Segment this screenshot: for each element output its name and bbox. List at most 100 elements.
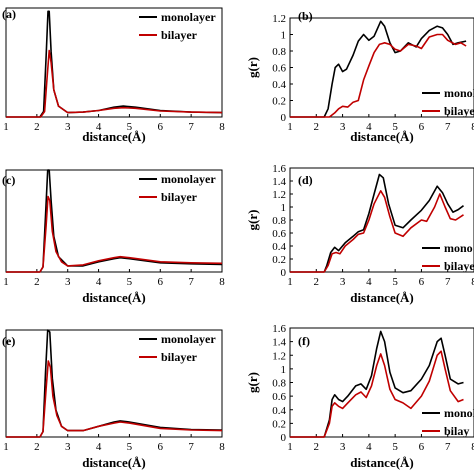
panel-label: (c): [2, 173, 15, 187]
x-tick-label: 2: [34, 121, 40, 133]
x-tick-label: 7: [188, 276, 194, 288]
x-tick-label: 7: [445, 441, 451, 453]
x-tick-label: 6: [158, 121, 164, 133]
x-tick-label: 3: [340, 276, 346, 288]
y-tick-label: 0.2: [272, 96, 286, 108]
legend-label-monolayer: monola: [444, 86, 474, 100]
y-axis-title: g(r): [245, 210, 260, 231]
y-tick-label: 1.6: [272, 163, 286, 175]
legend-label-monolayer: monolayer: [161, 332, 216, 346]
x-tick-label: 5: [392, 276, 398, 288]
x-axis-title: distance(Å): [82, 290, 146, 305]
y-tick-label: 0.8: [272, 215, 286, 227]
y-axis-title: g(r): [245, 372, 260, 393]
panel-e: 1 2 3 4 5 6 7 8 distance(Å) (e) monolayer bilayer: [2, 329, 225, 470]
legend-label-bilayer: bilayer: [444, 104, 474, 118]
x-tick-label: 1: [3, 276, 9, 288]
x-tick-label: 5: [127, 121, 133, 133]
x-tick-label: 2: [314, 276, 320, 288]
y-axis-title: g(r): [245, 57, 260, 78]
legend-label-monolayer: mono: [444, 241, 473, 255]
panel-c: 1 2 3 4 5 6 7 8 distance(Å) (c) monolayer bilayer: [2, 169, 225, 305]
x-tick-label: 4: [366, 441, 372, 453]
legend: monolayer bilayer: [139, 172, 216, 204]
y-tick-label: 1: [281, 202, 287, 214]
legend-label-bilayer: bilayer: [161, 28, 198, 42]
series-line-bilayer: [6, 49, 223, 118]
y-tick-label: 1.4: [272, 176, 286, 188]
x-tick-label: 4: [96, 121, 102, 133]
legend: monolayer bilayer: [139, 332, 216, 364]
panel-a: 1 2 3 4 5 6 7 8 distance(Å) (a) monolayer bilayer: [2, 7, 225, 144]
x-tick-label: 5: [127, 276, 133, 288]
x-tick-label: 1: [3, 121, 9, 133]
x-tick-label: 3: [65, 121, 71, 133]
legend-label-bilayer: bilaye: [444, 259, 474, 273]
x-axis-title: distance(Å): [82, 129, 146, 144]
x-tick-label: 6: [419, 121, 425, 133]
panel-label: (a): [2, 7, 16, 21]
series-line-monolayer: [6, 169, 223, 273]
x-tick-label: 1: [287, 276, 293, 288]
legend-label-monolayer: monolayer: [161, 10, 216, 24]
plot-frame: [289, 167, 474, 273]
series-line-bilayer: [6, 195, 223, 273]
x-tick-label: 3: [65, 441, 71, 453]
legend: monola bilayer: [422, 86, 474, 118]
panel-f: 1 2 3 4 5 6 7 8 0 0.20.4 0.60.8 1 1.21.4 1.6 g(r) dista…: [245, 323, 474, 470]
x-tick-label: 2: [314, 121, 320, 133]
y-tick-label: 1.2: [272, 350, 286, 362]
x-tick-label: 1: [3, 441, 9, 453]
y-tick-label: 1.2: [272, 189, 286, 201]
x-tick-label: 4: [96, 441, 102, 453]
y-tick-label: 0: [281, 112, 287, 124]
x-tick-label: 4: [366, 276, 372, 288]
x-tick-label: 1: [287, 121, 293, 133]
plot-frame: [5, 329, 223, 438]
series-line-monolayer: [290, 330, 464, 438]
x-axis-title: distance(Å): [350, 129, 414, 144]
panel-label: (d): [298, 173, 313, 187]
plot-frame: [289, 327, 474, 438]
x-tick-label: 8: [471, 276, 474, 288]
x-tick-label: 5: [392, 121, 398, 133]
x-tick-label: 7: [188, 441, 194, 453]
y-tick-label: 0.6: [272, 228, 286, 240]
x-tick-label: 2: [34, 441, 40, 453]
y-tick-label: 1: [281, 364, 287, 376]
x-tick-label: 1: [287, 441, 293, 453]
x-tick-label: 8: [471, 441, 474, 453]
y-tick-label: 0.4: [272, 405, 286, 417]
panel-b: 1 2 3 4 5 6 7 8 0 0.2 0.4 0.6 0.8 1 1.2 g(r) distance(Å)…: [245, 9, 474, 144]
legend-label-bilayer: bilayer: [161, 190, 198, 204]
y-tick-label: 0.4: [272, 79, 286, 91]
x-tick-label: 8: [471, 121, 474, 133]
legend-label-monolayer: monol: [444, 406, 474, 420]
x-tick-label: 6: [158, 276, 164, 288]
y-tick-label: 0.2: [272, 418, 286, 430]
y-tick-label: 0: [281, 267, 287, 279]
panel-d: 1 2 3 4 5 6 7 800.20.40.60.811.21.41.6g(r)dista…: [245, 163, 474, 305]
series-line-monolayer: [6, 329, 223, 438]
x-tick-label: 2: [314, 441, 320, 453]
x-tick-label: 2: [34, 276, 40, 288]
x-axis-title: distance(Å): [82, 455, 146, 470]
x-tick-label: 5: [392, 441, 398, 453]
x-tick-label: 4: [366, 121, 372, 133]
x-tick-label: 6: [419, 276, 425, 288]
x-tick-label: 3: [340, 441, 346, 453]
x-tick-label: 8: [219, 121, 225, 133]
y-tick-label: 1.6: [272, 323, 286, 335]
x-tick-label: 7: [188, 121, 194, 133]
panel-label: (b): [298, 9, 313, 23]
x-tick-label: 7: [445, 276, 451, 288]
legend: monol bilay: [422, 406, 474, 438]
panel-label: (f): [298, 334, 310, 348]
y-tick-label: 0.6: [272, 63, 286, 75]
x-tick-label: 6: [158, 441, 164, 453]
series-line-bilayer: [290, 350, 464, 438]
series-line-monolayer: [290, 20, 467, 118]
y-tick-label: 1.4: [272, 337, 286, 349]
series-line-bilayer: [290, 190, 464, 273]
